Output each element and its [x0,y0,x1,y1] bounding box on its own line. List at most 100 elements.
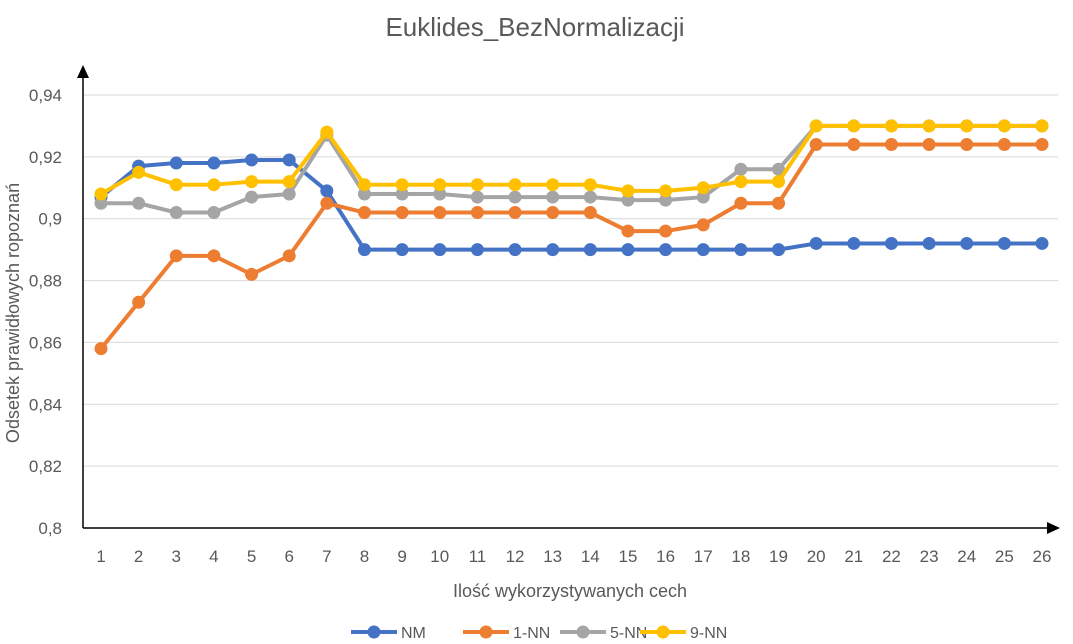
y-tick-label: 0,8 [38,519,62,538]
data-point [282,187,296,201]
data-point [734,162,748,176]
series-1-nn [94,137,1049,356]
data-point [772,243,786,257]
legend-label: 1-NN [513,625,550,642]
data-point [659,184,673,198]
y-tick-labels: 0,8 0,82 0,84 0,86 0,88 0,9 0,92 0,94 [29,86,62,538]
x-tick-label: 23 [920,547,939,566]
data-point [320,125,334,139]
data-point [583,206,597,220]
data-point [245,267,259,281]
data-point [772,175,786,189]
x-tick-label: 2 [134,547,143,566]
data-point [659,224,673,238]
data-point [433,206,447,220]
data-point [282,175,296,189]
x-tick-label: 24 [957,547,976,566]
legend: NM 1-NN 5-NN 9-NN [351,625,727,642]
data-point [621,184,635,198]
data-point [1035,119,1049,133]
data-point [94,187,108,201]
data-point [847,119,861,133]
data-point [132,196,146,210]
data-point [734,196,748,210]
data-point [433,243,447,257]
series-5-nn [94,119,1049,220]
data-point [960,236,974,250]
x-tick-label: 17 [694,547,713,566]
data-point [884,119,898,133]
data-point [169,249,183,263]
x-tick-label: 8 [360,547,369,566]
data-point [132,165,146,179]
data-point [320,196,334,210]
data-point [659,193,673,207]
data-point [696,218,710,232]
data-point [207,156,221,170]
data-point [1035,137,1049,151]
series-9-nn [94,119,1049,201]
data-point [621,224,635,238]
x-tick-label: 14 [581,547,600,566]
data-point [470,243,484,257]
x-tick-label: 19 [769,547,788,566]
data-point [621,243,635,257]
data-point [169,156,183,170]
data-point [696,243,710,257]
data-point [395,178,409,192]
data-point [997,119,1011,133]
legend-marker [576,625,590,639]
data-point [847,236,861,250]
gridlines [83,94,1058,467]
data-point [546,206,560,220]
data-point [809,236,823,250]
data-point [207,206,221,220]
x-tick-label: 20 [807,547,826,566]
x-tick-label: 5 [247,547,256,566]
data-point [395,187,409,201]
x-tick-label: 11 [469,547,487,566]
data-point [508,190,522,204]
data-point [546,190,560,204]
data-point [922,137,936,151]
y-tick-label: 0,86 [29,333,62,352]
x-axis-arrow [1047,522,1060,534]
legend-label: 9-NN [690,625,727,642]
legend-item-5-nn: 5-NN [560,625,647,642]
x-tick-label: 21 [844,547,863,566]
x-tick-label: 22 [882,547,901,566]
data-point [847,137,861,151]
data-point [433,178,447,192]
y-axis-arrow [77,65,89,78]
data-point [960,119,974,133]
data-point [357,206,371,220]
x-tick-label: 16 [656,547,675,566]
data-point [621,193,635,207]
data-point [884,236,898,250]
data-point [395,206,409,220]
data-point [696,190,710,204]
data-point [922,119,936,133]
data-point [508,206,522,220]
data-point [696,181,710,195]
data-point [583,190,597,204]
y-tick-label: 0,94 [29,86,62,105]
legend-marker [656,625,670,639]
data-point [132,295,146,309]
data-point [960,137,974,151]
data-point [546,243,560,257]
data-point [508,243,522,257]
series-line [99,157,1044,252]
axes [77,65,1060,534]
x-tick-label: 25 [995,547,1014,566]
data-point [659,243,673,257]
data-point [734,243,748,257]
data-point [508,178,522,192]
legend-marker [479,625,493,639]
data-point [94,342,108,356]
x-tick-label: 1 [96,547,105,566]
x-tick-label: 13 [543,547,562,566]
x-tick-label: 18 [731,547,750,566]
x-tick-label: 9 [397,547,406,566]
data-point [245,190,259,204]
